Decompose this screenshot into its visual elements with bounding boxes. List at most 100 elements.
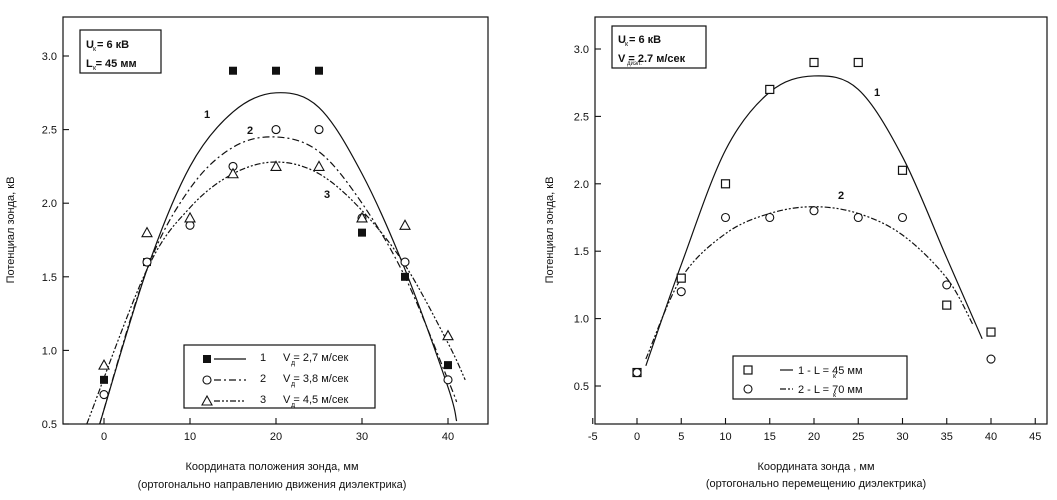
data-point-series-1 [809, 57, 819, 68]
data-point-series-3 [227, 167, 239, 179]
data-point-series-1 [720, 179, 731, 189]
data-point-series-1 [272, 66, 280, 75]
right-legend-text-1: 1 - L = 45 мм [798, 365, 863, 377]
left-curve-label-2: 2 [247, 125, 253, 137]
legend-marker-2 [202, 375, 212, 385]
right-curve-label-2: 2 [838, 190, 844, 202]
right-params-box: U = 6 кВ V = 2.7 м/сек к диэл. [611, 25, 707, 69]
data-point-series-2 [400, 257, 410, 267]
left-legend-sub-1: д [291, 360, 295, 367]
x-tick-label: 0 [634, 431, 640, 443]
left-param-2-sub: к [93, 65, 97, 72]
x-tick-label: 30 [896, 431, 908, 443]
legend-marker-2 [743, 384, 753, 394]
data-point-series-2 [676, 287, 686, 297]
x-tick-label: 5 [678, 431, 684, 443]
data-point-series-2 [142, 257, 152, 267]
data-point-series-1 [676, 273, 686, 283]
left-param-1: U = 6 кВ [86, 39, 129, 51]
y-tick-label: 1.0 [42, 345, 57, 357]
left-chart: 0 10 20 30 40 0.5 1.0 1.5 2.0 2.5 3.0 1 2 3 U = 6… [5, 16, 489, 491]
data-point-series-2 [986, 354, 996, 364]
left-fit-curves [86, 92, 466, 425]
right-y-axis-ticks: 0.5 1.0 1.5 2.0 2.5 3.0 [574, 44, 601, 393]
left-curve-label-1: 1 [204, 109, 210, 121]
data-point-series-1 [444, 361, 452, 370]
left-curve-label-3: 3 [324, 189, 330, 201]
y-tick-label: 1.5 [574, 246, 589, 258]
left-legend-sub-3: д [291, 402, 295, 409]
left-param-2: L = 45 мм [86, 58, 137, 70]
right-fit-curves [645, 75, 983, 366]
left-legend-label-3: 3 [260, 394, 266, 406]
data-point-series-2 [443, 375, 453, 385]
fit-curve-2 [645, 206, 974, 360]
x-tick-label: 20 [270, 431, 282, 443]
right-data-points [632, 57, 996, 378]
right-param-2: V = 2.7 м/сек [618, 53, 686, 65]
legend-marker-3 [201, 394, 213, 406]
left-param-1-sub: к [93, 46, 97, 53]
x-tick-label: 15 [764, 431, 776, 443]
data-point-series-1 [229, 66, 237, 75]
y-tick-label: 0.5 [42, 419, 57, 431]
left-legend-text-2: V = 3,8 м/сек [283, 373, 348, 385]
data-point-series-1 [942, 300, 952, 310]
data-point-series-3 [98, 358, 110, 370]
data-point-series-2 [809, 206, 819, 216]
data-point-series-1 [315, 66, 323, 75]
y-tick-label: 3.0 [574, 44, 589, 56]
left-params-box: U = 6 кВ L = 45 мм к к [79, 29, 162, 74]
data-point-series-3 [141, 226, 153, 238]
left-y-axis-label: Потенциал зонда, кВ [5, 177, 17, 284]
left-y-axis-ticks: 0.5 1.0 1.5 2.0 2.5 3.0 [42, 51, 69, 431]
right-x-axis-label: Координата зонда , мм [757, 461, 874, 473]
data-point-series-2 [271, 125, 281, 135]
x-tick-label: 10 [719, 431, 731, 443]
data-point-series-2 [314, 125, 324, 135]
data-point-series-2 [720, 212, 731, 223]
fit-curve-3 [86, 161, 466, 425]
y-tick-label: 0.5 [574, 381, 589, 393]
right-param-1-sub: к [625, 41, 629, 48]
data-point-series-3 [270, 160, 282, 171]
right-curve-label-1: 1 [874, 87, 880, 99]
x-tick-label: -5 [588, 431, 598, 443]
x-tick-label: 40 [985, 431, 997, 443]
data-point-series-1 [401, 272, 409, 281]
data-point-series-2 [853, 212, 863, 223]
data-point-series-3 [356, 211, 368, 223]
right-y-axis-label: Потенциал зонда, кВ [544, 177, 556, 284]
fit-curve-1 [645, 75, 983, 366]
data-point-series-3 [399, 219, 411, 230]
right-param-2-sub: диэл. [627, 61, 642, 67]
left-x-axis-label: Координата положения зонда, мм [185, 461, 358, 473]
data-point-series-1 [853, 57, 863, 68]
left-x-axis-sublabel: (ортогонально направлению движения диэле… [138, 479, 407, 491]
x-tick-label: 45 [1029, 431, 1041, 443]
y-tick-label: 3.0 [42, 51, 57, 63]
x-tick-label: 0 [101, 431, 107, 443]
data-point-series-1 [358, 228, 366, 237]
data-point-series-1 [897, 165, 908, 175]
y-tick-label: 1.0 [574, 314, 589, 326]
right-legend-text-2: 2 - L = 70 мм [798, 384, 863, 396]
right-legend: 1 - L = 45 мм 2 - L = 70 мм к к [732, 355, 908, 400]
data-point-series-3 [313, 160, 325, 171]
data-point-series-3 [442, 329, 454, 341]
y-tick-label: 2.0 [574, 179, 589, 191]
left-x-axis-ticks: 0 10 20 30 40 [101, 418, 454, 443]
y-tick-label: 1.5 [42, 272, 57, 284]
left-data-points [98, 66, 454, 400]
data-point-series-2 [185, 220, 195, 230]
data-point-series-3 [184, 211, 196, 223]
data-point-series-2 [632, 367, 642, 378]
y-tick-label: 2.0 [42, 198, 57, 210]
x-tick-label: 40 [442, 431, 454, 443]
right-x-axis-sublabel: (ортогонально перемещению диэлектрика) [706, 478, 926, 490]
y-tick-label: 2.5 [574, 111, 589, 123]
fit-curve-2 [99, 136, 458, 425]
right-chart: -5 0 5 10 15 20 25 30 35 40 45 0.51.01.52.02.53.0 … [544, 16, 1048, 490]
x-tick-label: 20 [808, 431, 820, 443]
right-plot-frame [594, 16, 1048, 425]
